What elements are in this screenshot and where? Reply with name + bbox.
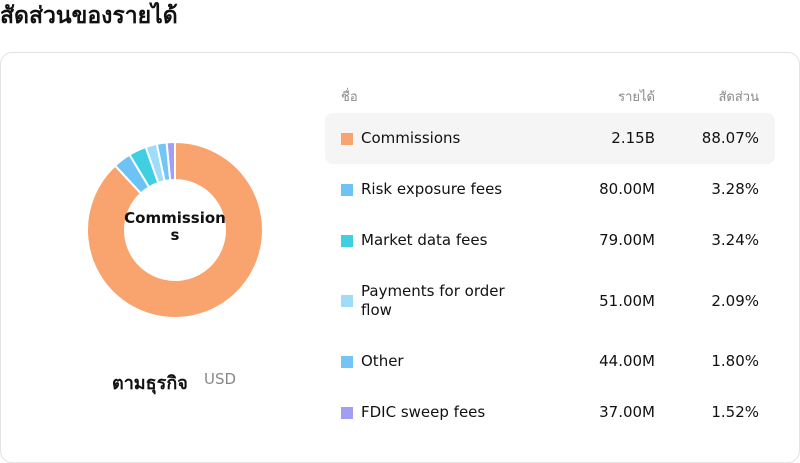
row-name: FDIC sweep fees <box>361 403 486 421</box>
table-row: Payments for order flow 51.00M 2.09% <box>325 266 775 336</box>
row-name: Risk exposure fees <box>361 180 503 198</box>
color-swatch <box>341 355 353 368</box>
color-swatch <box>341 295 353 307</box>
donut-segment <box>165 140 176 182</box>
row-name: Payments for order flow <box>361 282 505 319</box>
row-revenue: 80.00M <box>599 180 655 198</box>
chart-caption: ตามธุรกิจ <box>112 373 188 394</box>
donut-chart <box>86 140 264 319</box>
row-share: 3.28% <box>711 180 759 198</box>
row-name: Commissions <box>361 129 461 147</box>
row-share: 1.80% <box>711 352 759 370</box>
donut-center-label: Commissions <box>124 209 226 244</box>
table-row: Other 44.00M 1.80% <box>325 336 775 387</box>
color-swatch <box>341 234 353 247</box>
table-row: Risk exposure fees 80.00M 3.28% <box>325 164 775 215</box>
donut-segment <box>86 140 264 319</box>
row-share: 2.09% <box>711 291 759 310</box>
table-row: Market data fees 79.00M 3.24% <box>325 215 775 266</box>
row-share: 88.07% <box>701 129 759 147</box>
row-share: 1.52% <box>711 403 759 421</box>
column-header: สัดส่วน <box>718 90 760 105</box>
column-header: รายได้ <box>618 90 655 105</box>
row-name: Market data fees <box>361 231 488 249</box>
row-revenue: 79.00M <box>599 231 655 249</box>
color-swatch <box>341 132 353 145</box>
row-revenue: 51.00M <box>599 291 655 310</box>
row-share: 3.24% <box>711 231 759 249</box>
color-swatch <box>341 406 353 419</box>
table-row: FDIC sweep fees 37.00M 1.52% <box>325 387 775 438</box>
row-name: Other <box>361 352 404 370</box>
table-row: Commissions 2.15B 88.07% <box>325 113 775 164</box>
unit-label: USD <box>204 370 237 388</box>
table-body: Commissions 2.15B 88.07% Risk exposure fees… <box>325 113 775 438</box>
color-swatch <box>341 183 353 196</box>
row-revenue: 2.15B <box>611 129 655 147</box>
row-revenue: 37.00M <box>599 403 655 421</box>
page-title: สัดส่วนของรายได้ <box>0 3 178 29</box>
row-revenue: 44.00M <box>599 352 655 370</box>
column-header: ชื่อ <box>341 90 358 105</box>
